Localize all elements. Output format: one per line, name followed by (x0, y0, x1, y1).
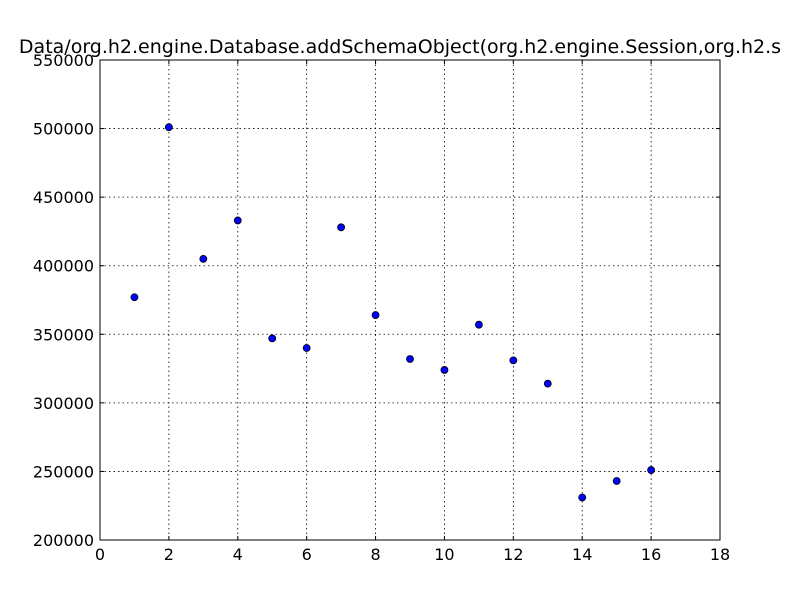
data-point (302, 344, 311, 352)
chart-title: Data/org.h2.engine.Database.addSchemaObj… (19, 36, 781, 58)
y-tick-label: 350000 (33, 325, 94, 344)
data-point (406, 355, 414, 363)
y-tick-label: 450000 (33, 188, 94, 207)
data-point (337, 223, 346, 232)
data-point (130, 293, 139, 302)
x-tick-label: 4 (233, 545, 243, 564)
x-tick-labels: 0 2 4 6 8 10 12 14 16 18 (95, 545, 730, 564)
y-tick-label: 300000 (33, 394, 94, 413)
x-tick-label: 6 (302, 545, 312, 564)
y-tick-label: 550000 (33, 51, 94, 70)
data-point (474, 320, 483, 329)
data-point (647, 466, 656, 474)
data-point (199, 254, 208, 263)
data-point (612, 477, 621, 485)
data-point (509, 356, 518, 365)
x-tick-label: 12 (503, 545, 523, 564)
x-tick-label: 2 (164, 545, 174, 564)
plot-frame (99, 59, 721, 541)
data-point (164, 123, 173, 132)
x-tick-label: 8 (370, 545, 380, 564)
data-point (233, 216, 242, 225)
data-point (268, 334, 277, 343)
data-point (543, 379, 552, 388)
data-point (371, 311, 380, 319)
y-tick-label: 200000 (33, 531, 94, 550)
y-tick-labels: 200000 250000 300000 350000 400000 450000 5000… (33, 51, 94, 550)
x-tick-label: 14 (572, 545, 592, 564)
x-tick-label: 18 (710, 545, 730, 564)
y-tick-label: 500000 (33, 120, 94, 139)
x-tick-label: 16 (641, 545, 661, 564)
x-tick-label: 10 (434, 545, 454, 564)
grid-lines (100, 60, 720, 540)
data-point (578, 493, 587, 502)
axis-ticks (99, 59, 721, 541)
data-point (440, 366, 449, 374)
y-tick-label: 250000 (33, 462, 94, 481)
data-points (130, 123, 656, 502)
x-tick-label: 0 (95, 545, 105, 564)
y-tick-label: 400000 (33, 257, 94, 276)
